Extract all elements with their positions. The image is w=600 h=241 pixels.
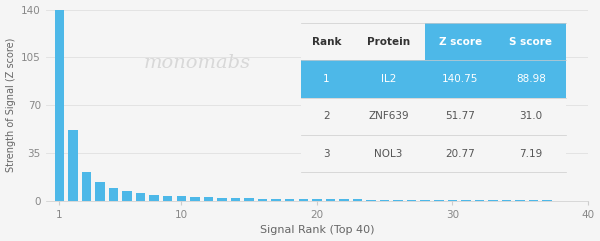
Bar <box>244 198 254 201</box>
Bar <box>425 135 496 172</box>
Text: 31.0: 31.0 <box>520 111 542 121</box>
Bar <box>496 60 566 98</box>
Bar <box>299 199 308 201</box>
Bar <box>475 200 484 201</box>
Text: ZNF639: ZNF639 <box>368 111 409 121</box>
Bar <box>407 200 416 201</box>
Bar <box>301 98 352 135</box>
Bar <box>339 199 349 201</box>
Bar <box>203 197 213 201</box>
Text: Protein: Protein <box>367 37 410 47</box>
Bar <box>271 199 281 201</box>
Bar <box>190 197 200 201</box>
Bar <box>496 135 566 172</box>
Text: 2: 2 <box>323 111 329 121</box>
Bar <box>149 195 159 201</box>
Bar <box>326 199 335 201</box>
Bar <box>352 60 425 98</box>
Bar <box>301 23 352 60</box>
Bar <box>352 98 425 135</box>
Bar <box>434 200 443 201</box>
Bar <box>312 199 322 201</box>
Text: 88.98: 88.98 <box>516 74 546 84</box>
Bar <box>231 198 240 201</box>
Text: monomabs: monomabs <box>144 54 251 72</box>
Bar <box>176 196 186 201</box>
Bar <box>217 198 227 201</box>
Y-axis label: Strength of Signal (Z score): Strength of Signal (Z score) <box>5 38 16 172</box>
Text: Rank: Rank <box>311 37 341 47</box>
Text: 7.19: 7.19 <box>520 148 542 159</box>
Bar <box>55 8 64 201</box>
Bar <box>425 23 496 60</box>
Bar <box>421 200 430 201</box>
Bar <box>352 23 425 60</box>
Text: 140.75: 140.75 <box>442 74 479 84</box>
Bar <box>366 200 376 201</box>
Bar <box>496 23 566 60</box>
Text: 3: 3 <box>323 148 329 159</box>
Bar <box>163 196 172 201</box>
Text: S score: S score <box>509 37 553 47</box>
Bar <box>82 173 91 201</box>
Bar <box>109 188 118 201</box>
Text: NOL3: NOL3 <box>374 148 403 159</box>
Bar <box>461 200 470 201</box>
Bar <box>448 200 457 201</box>
Bar <box>380 200 389 201</box>
Bar <box>352 135 425 172</box>
Bar <box>496 98 566 135</box>
Bar <box>301 135 352 172</box>
Text: IL2: IL2 <box>381 74 397 84</box>
Text: 51.77: 51.77 <box>446 111 475 121</box>
Bar <box>529 200 538 201</box>
Bar <box>425 60 496 98</box>
Bar <box>515 200 525 201</box>
Text: Z score: Z score <box>439 37 482 47</box>
Bar <box>394 200 403 201</box>
Bar <box>488 200 498 201</box>
Bar <box>258 199 268 201</box>
Bar <box>95 182 104 201</box>
Bar <box>68 130 77 201</box>
X-axis label: Signal Rank (Top 40): Signal Rank (Top 40) <box>260 225 374 235</box>
Bar <box>502 200 511 201</box>
Bar <box>425 98 496 135</box>
Bar <box>285 199 295 201</box>
Bar <box>136 193 145 201</box>
Bar <box>122 191 132 201</box>
Text: 20.77: 20.77 <box>446 148 475 159</box>
Text: 1: 1 <box>323 74 329 84</box>
Bar <box>301 60 352 98</box>
Bar <box>353 200 362 201</box>
